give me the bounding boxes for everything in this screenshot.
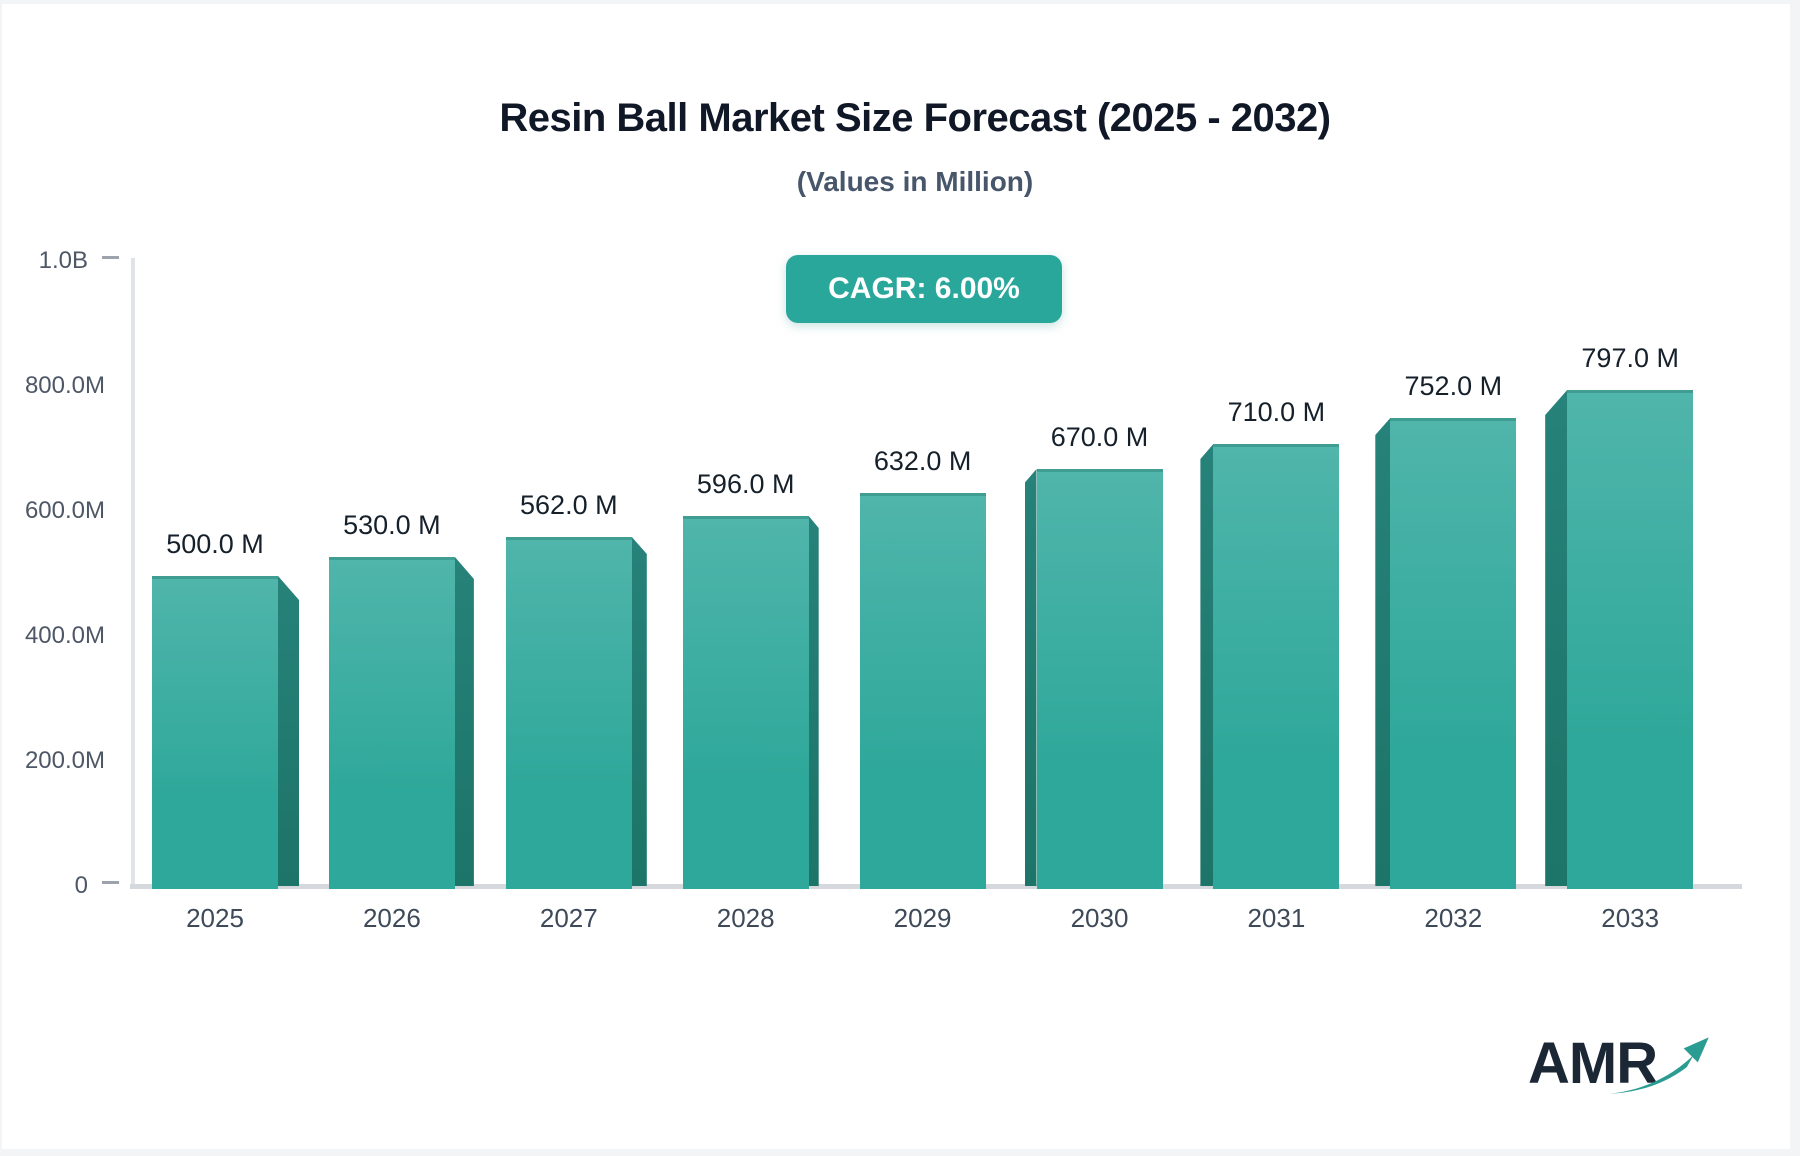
bar-value-label: 632.0 M: [873, 446, 972, 476]
bar-2032[interactable]: [1390, 418, 1517, 889]
bar-value-label: 596.0 M: [696, 469, 795, 499]
bar-value-label: 710.0 M: [1227, 397, 1326, 427]
bar-side-2028: [808, 516, 819, 886]
bar-2026[interactable]: [328, 557, 455, 889]
y-axis-label: 200.0M: [24, 747, 105, 774]
bar-side-2031: [1200, 444, 1214, 886]
bar-side-2033: [1545, 390, 1568, 886]
y-axis-label: 600.0M: [24, 497, 105, 524]
y-axis-label: 400.0M: [24, 622, 105, 649]
bar-2025[interactable]: [152, 576, 278, 889]
bar-value-label: 752.0 M: [1404, 371, 1503, 401]
bar-side-2025: [278, 576, 299, 886]
bar-2033[interactable]: [1567, 390, 1694, 889]
bar-2027[interactable]: [505, 537, 632, 889]
y-axis-label: 1.0B: [38, 247, 88, 274]
x-axis-label: 2030: [1070, 903, 1129, 933]
y-axis-tick: [102, 256, 119, 259]
y-axis-tick: [102, 881, 119, 884]
bar-side-2030: [1024, 469, 1037, 886]
x-axis-label: 2031: [1247, 903, 1306, 933]
bar-side-2026: [454, 557, 474, 886]
x-axis-label: 2032: [1424, 903, 1483, 933]
bar-value-label: 670.0 M: [1050, 422, 1149, 452]
bar-value-label: 500.0 M: [166, 529, 264, 559]
bar-value-label: 797.0 M: [1581, 343, 1679, 373]
growth-arrow-icon: [1609, 1037, 1709, 1094]
bar-value-label: 530.0 M: [343, 510, 441, 540]
y-axis-line: [131, 258, 135, 884]
x-axis-label: 2033: [1601, 903, 1660, 933]
x-axis-label: 2025: [186, 903, 244, 933]
y-axis-label: 800.0M: [24, 372, 105, 399]
bar-2030[interactable]: [1036, 469, 1163, 889]
cagr-badge: CAGR: 6.00%: [786, 255, 1062, 323]
bar-2029[interactable]: [859, 493, 986, 889]
x-axis-label: 2028: [716, 903, 775, 933]
chart-title: Resin Ball Market Size Forecast (2025 - …: [499, 96, 1331, 140]
amr-logo-text: AMR: [1528, 1031, 1658, 1096]
x-axis-label: 2029: [893, 903, 952, 933]
bar-2031[interactable]: [1213, 444, 1340, 889]
bar-side-2027: [631, 537, 647, 886]
bar-side-2032: [1375, 418, 1391, 886]
chart-subtitle: (Values in Million): [796, 166, 1034, 197]
amr-logo: AMR: [1528, 1030, 1728, 1110]
x-axis-label: 2027: [539, 903, 598, 933]
x-axis-label: 2026: [362, 903, 421, 933]
bar-value-label: 562.0 M: [520, 490, 618, 520]
bar-2028[interactable]: [682, 516, 809, 889]
y-axis-label: 0: [74, 872, 88, 899]
